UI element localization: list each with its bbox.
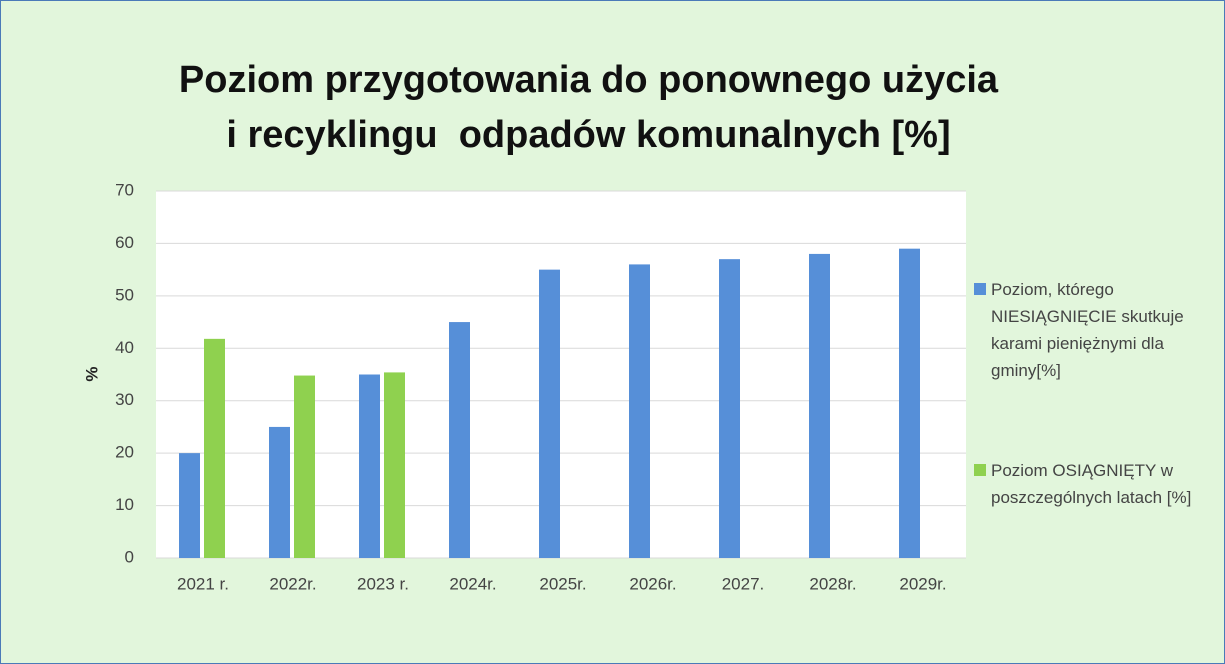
legend-item: Poziom OSIĄGNIĘTY w poszczególnych latac…	[974, 457, 1224, 511]
bar	[809, 253, 830, 558]
y-tick-label: 60	[115, 233, 134, 252]
y-tick-label: 30	[115, 390, 134, 409]
legend-swatch	[974, 464, 986, 476]
y-tick-label: 0	[125, 547, 134, 566]
x-tick-label: 2028r.	[809, 574, 856, 593]
bar	[179, 453, 200, 558]
chart-title: Poziom przygotowania do ponownego użycia…	[178, 59, 999, 156]
bar	[629, 264, 650, 558]
bar	[449, 322, 470, 558]
y-tick-label: 70	[115, 180, 134, 199]
x-tick-label: 2027.	[722, 574, 765, 593]
x-tick-label: 2023 r.	[357, 574, 409, 593]
legend-label: Poziom OSIĄGNIĘTY w poszczególnych latac…	[991, 461, 1192, 507]
y-tick-label: 50	[115, 285, 134, 304]
x-tick-label: 2021 r.	[177, 574, 229, 593]
x-tick-label: 2026r.	[629, 574, 676, 593]
bar	[294, 375, 315, 558]
x-tick-label: 2024r.	[449, 574, 496, 593]
legend-item: Poziom, którego NIESIĄGNIĘCIE skutkuje k…	[974, 276, 1224, 384]
bar	[719, 259, 740, 558]
bar	[204, 338, 225, 558]
x-tick-label: 2025r.	[539, 574, 586, 593]
legend-swatch	[974, 283, 986, 295]
bar	[899, 248, 920, 558]
x-tick-label: 2029r.	[899, 574, 946, 593]
bar	[269, 426, 290, 558]
legend-label: Poziom, którego NIESIĄGNIĘCIE skutkuje k…	[991, 280, 1184, 380]
plot-area	[156, 191, 966, 558]
bar	[384, 372, 405, 558]
x-tick-label: 2022r.	[269, 574, 316, 593]
bar	[539, 269, 560, 558]
y-tick-label: 10	[115, 495, 134, 514]
bar	[359, 374, 380, 558]
y-tick-label: 20	[115, 443, 134, 462]
y-axis-label: %	[82, 366, 101, 381]
y-tick-label: 40	[115, 338, 134, 357]
